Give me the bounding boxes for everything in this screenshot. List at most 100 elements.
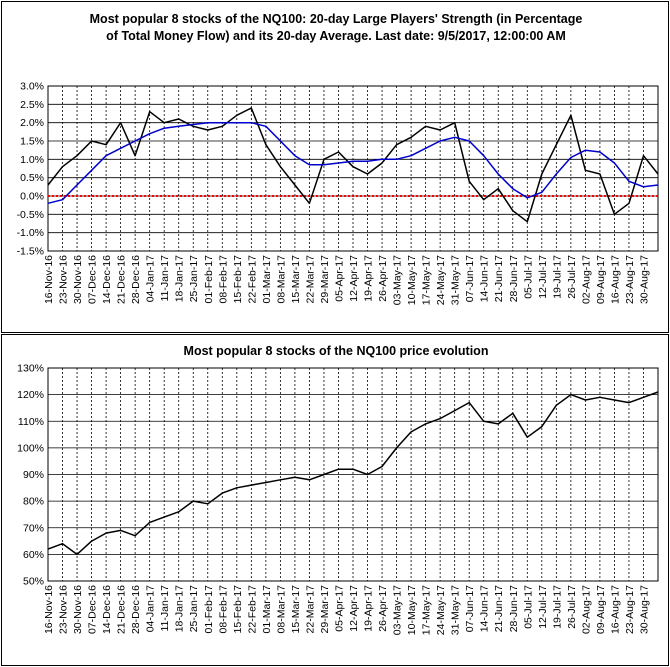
y-tick-label: 0.5% (20, 172, 44, 184)
series-1-point (120, 529, 122, 532)
x-tick-label: 02-Aug-17 (580, 585, 592, 634)
x-tick-label: 29-Mar-17 (319, 585, 331, 634)
x-tick-label: 15-Mar-17 (290, 255, 302, 304)
series-1-point (178, 118, 180, 120)
series-1-point (76, 155, 78, 157)
series-2-point (47, 202, 49, 204)
series-1-point (512, 210, 514, 212)
x-tick-label: 12-Apr-17 (348, 255, 360, 302)
y-tick-label: 130% (17, 363, 44, 375)
series-1-point (308, 479, 311, 481)
series-1-point (541, 173, 543, 175)
series-1-point (308, 202, 311, 204)
chart-title: Most popular 8 stocks of the NQ100: 20-d… (90, 12, 583, 26)
x-tick-label: 22-Mar-17 (304, 585, 316, 634)
series-1-point (265, 481, 267, 484)
series-2-point (279, 140, 281, 142)
series-1-point (410, 431, 412, 433)
series-1-point (352, 468, 354, 470)
chart-title: Most popular 8 stocks of the NQ100 price… (184, 344, 489, 358)
x-tick-label: 11-Jan-17 (159, 585, 171, 632)
x-tick-label: 18-Jan-17 (174, 255, 186, 302)
series-2-point (308, 164, 311, 166)
x-tick-label: 25-Jan-17 (188, 255, 200, 302)
series-1-point (497, 188, 499, 190)
series-1-point (366, 173, 369, 175)
x-tick-label: 09-Aug-17 (595, 255, 607, 304)
series-1-point (207, 129, 209, 131)
series-2-point (395, 158, 398, 160)
series-1-point (265, 144, 267, 146)
series-1-point (395, 447, 398, 449)
series-1-point (61, 166, 64, 168)
series-1-point (250, 484, 252, 486)
series-1-point (323, 473, 325, 476)
series-2-point (337, 162, 340, 164)
y-tick-label: -1.0% (17, 227, 44, 239)
series-1-point (90, 540, 93, 542)
y-tick-label: -1.5% (17, 246, 44, 258)
series-2-point (105, 155, 107, 157)
y-tick-label: 2.5% (20, 99, 44, 111)
series-2-point (425, 147, 427, 149)
series-2-point (207, 122, 209, 124)
x-tick-label: 28-Jun-17 (508, 255, 520, 302)
series-1-point (236, 487, 238, 489)
x-tick-label: 14-Dec-16 (101, 585, 113, 634)
chart-subtitle: of Total Money Flow) and its 20-day Aver… (106, 29, 566, 43)
x-tick-label: 21-Jun-17 (493, 255, 505, 302)
x-tick-label: 01-Feb-17 (203, 585, 215, 634)
series-1-point (526, 221, 528, 223)
x-tick-label: 22-Feb-17 (246, 255, 258, 304)
y-tick-label: 50% (23, 576, 44, 588)
x-tick-label: 08-Feb-17 (217, 255, 229, 304)
series-1-point (454, 122, 456, 124)
x-tick-label: 30-Aug-17 (638, 585, 650, 634)
series-1-point (483, 420, 485, 422)
y-tick-label: 100% (17, 442, 44, 454)
x-tick-label: 23-Aug-17 (624, 255, 636, 304)
x-tick-label: 19-Jul-17 (551, 255, 563, 299)
series-1-point (90, 140, 93, 142)
series-2-point (642, 186, 645, 188)
series-2-point (163, 127, 165, 129)
x-tick-label: 07-Dec-16 (87, 255, 99, 304)
series-1-point (468, 180, 470, 182)
x-tick-label: 21-Jun-17 (493, 585, 505, 632)
x-tick-label: 02-Aug-17 (580, 255, 592, 304)
x-tick-label: 26-Apr-17 (377, 585, 389, 632)
series-2-point (134, 140, 136, 142)
series-2-point (468, 140, 470, 142)
series-1-point (178, 511, 180, 513)
x-tick-label: 03-May-17 (392, 585, 404, 635)
series-2-point (454, 136, 456, 138)
x-tick-label: 19-Apr-17 (363, 585, 375, 632)
series-2-point (366, 160, 369, 162)
y-tick-label: 3.0% (20, 81, 44, 93)
x-tick-label: 30-Aug-17 (638, 255, 650, 304)
series-2-point (657, 184, 659, 186)
series-2-point (497, 173, 499, 175)
x-tick-label: 28-Dec-16 (130, 585, 142, 634)
series-1-point (526, 436, 528, 438)
x-tick-label: 25-Jan-17 (188, 585, 200, 632)
x-tick-label: 22-Mar-17 (304, 255, 316, 304)
x-tick-label: 15-Mar-17 (290, 585, 302, 634)
series-2-point (352, 160, 354, 162)
series-1-point (236, 114, 238, 116)
x-tick-label: 01-Mar-17 (261, 585, 273, 634)
series-1-point (570, 114, 572, 116)
x-tick-label: 04-Jan-17 (145, 255, 157, 302)
x-tick-label: 21-Dec-16 (116, 585, 128, 634)
x-tick-label: 23-Nov-16 (58, 585, 70, 634)
series-1-point (366, 473, 369, 476)
y-tick-label: 110% (18, 416, 44, 428)
series-2-point (512, 188, 514, 190)
strength-chart-panel: Most popular 8 stocks of the NQ100: 20-d… (1, 1, 669, 333)
series-1-point (279, 166, 281, 168)
series-2-point (265, 125, 267, 127)
x-tick-label: 28-Jun-17 (508, 585, 520, 632)
x-tick-label: 24-May-17 (435, 255, 447, 305)
series-2-point (541, 191, 543, 193)
series-1-point (512, 412, 514, 414)
